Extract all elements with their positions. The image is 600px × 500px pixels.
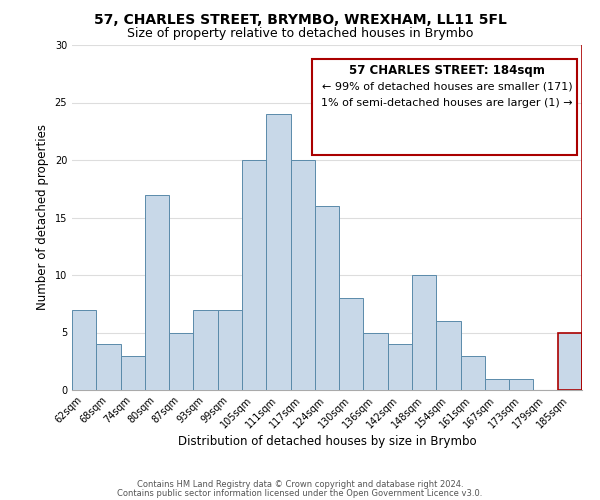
Bar [485,378,509,390]
Bar [145,194,169,390]
FancyBboxPatch shape [312,59,577,156]
Bar [96,344,121,390]
Bar [339,298,364,390]
Text: ← 99% of detached houses are smaller (171): ← 99% of detached houses are smaller (17… [322,81,572,91]
Bar [436,321,461,390]
Bar [509,378,533,390]
Bar [388,344,412,390]
Bar [242,160,266,390]
Bar [218,310,242,390]
Bar [266,114,290,390]
Text: 57 CHARLES STREET: 184sqm: 57 CHARLES STREET: 184sqm [349,64,545,77]
Bar [169,332,193,390]
Text: 57, CHARLES STREET, BRYMBO, WREXHAM, LL11 5FL: 57, CHARLES STREET, BRYMBO, WREXHAM, LL1… [94,12,506,26]
Bar [315,206,339,390]
Bar [461,356,485,390]
Text: 1% of semi-detached houses are larger (1) →: 1% of semi-detached houses are larger (1… [321,98,572,108]
Bar [193,310,218,390]
Y-axis label: Number of detached properties: Number of detached properties [36,124,49,310]
Bar [558,332,582,390]
Bar [121,356,145,390]
X-axis label: Distribution of detached houses by size in Brymbo: Distribution of detached houses by size … [178,435,476,448]
Text: Size of property relative to detached houses in Brymbo: Size of property relative to detached ho… [127,28,473,40]
Bar [412,275,436,390]
Bar [364,332,388,390]
Bar [290,160,315,390]
Text: Contains public sector information licensed under the Open Government Licence v3: Contains public sector information licen… [118,488,482,498]
Bar [72,310,96,390]
Text: Contains HM Land Registry data © Crown copyright and database right 2024.: Contains HM Land Registry data © Crown c… [137,480,463,489]
